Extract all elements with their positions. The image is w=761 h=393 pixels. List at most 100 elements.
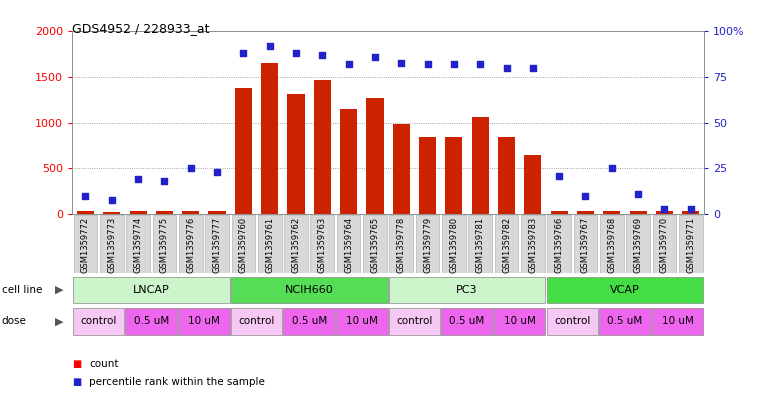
Text: GSM1359781: GSM1359781 [476, 217, 485, 273]
Bar [261, 62, 279, 214]
Text: ▶: ▶ [55, 285, 63, 295]
Point [158, 178, 170, 184]
Text: GSM1359780: GSM1359780 [450, 217, 458, 273]
Bar [129, 211, 147, 214]
Point [527, 65, 539, 71]
Text: GSM1359767: GSM1359767 [581, 217, 590, 273]
Bar [577, 211, 594, 214]
Text: PC3: PC3 [457, 285, 478, 295]
Text: 10 uM: 10 uM [661, 316, 693, 326]
Text: 0.5 uM: 0.5 uM [607, 316, 642, 326]
Text: GSM1359775: GSM1359775 [160, 217, 169, 273]
Text: GSM1359779: GSM1359779 [423, 217, 432, 273]
FancyBboxPatch shape [179, 215, 202, 273]
Text: 0.5 uM: 0.5 uM [450, 316, 485, 326]
Text: 0.5 uM: 0.5 uM [291, 316, 326, 326]
Point [263, 43, 275, 49]
Text: NCIH660: NCIH660 [285, 285, 333, 295]
Text: GSM1359778: GSM1359778 [396, 217, 406, 273]
Point [579, 193, 591, 199]
Text: GSM1359766: GSM1359766 [555, 217, 564, 273]
Text: GSM1359765: GSM1359765 [371, 217, 380, 273]
Bar [182, 211, 199, 214]
Text: percentile rank within the sample: percentile rank within the sample [89, 377, 265, 387]
FancyBboxPatch shape [363, 215, 387, 273]
Bar [524, 155, 541, 214]
Point [422, 61, 434, 68]
Bar [156, 211, 173, 214]
FancyBboxPatch shape [178, 308, 230, 334]
Point [132, 176, 144, 183]
FancyBboxPatch shape [283, 308, 335, 334]
Point [447, 61, 460, 68]
Text: GSM1359777: GSM1359777 [212, 217, 221, 273]
Text: dose: dose [2, 316, 27, 326]
Point [79, 193, 91, 199]
Text: GSM1359782: GSM1359782 [502, 217, 511, 273]
Point [211, 169, 223, 175]
Text: 10 uM: 10 uM [504, 316, 536, 326]
Text: GSM1359763: GSM1359763 [318, 217, 326, 273]
Bar [419, 138, 436, 214]
FancyBboxPatch shape [390, 215, 413, 273]
Point [290, 50, 302, 57]
FancyBboxPatch shape [546, 277, 703, 303]
FancyBboxPatch shape [442, 215, 466, 273]
Text: ▶: ▶ [55, 316, 63, 326]
Bar [103, 212, 120, 214]
Bar [656, 211, 673, 214]
FancyBboxPatch shape [284, 215, 308, 273]
Point [632, 191, 645, 197]
Text: GSM1359768: GSM1359768 [607, 217, 616, 273]
FancyBboxPatch shape [310, 215, 334, 273]
Text: 0.5 uM: 0.5 uM [134, 316, 169, 326]
FancyBboxPatch shape [546, 308, 598, 334]
Text: cell line: cell line [2, 285, 42, 295]
Text: GSM1359764: GSM1359764 [344, 217, 353, 273]
Text: GDS4952 / 228933_at: GDS4952 / 228933_at [72, 22, 210, 35]
FancyBboxPatch shape [441, 308, 493, 334]
FancyBboxPatch shape [73, 277, 230, 303]
Text: GSM1359772: GSM1359772 [81, 217, 90, 273]
FancyBboxPatch shape [336, 308, 387, 334]
Point [106, 196, 118, 203]
Text: ■: ■ [72, 377, 81, 387]
Point [342, 61, 355, 68]
Text: VCAP: VCAP [610, 285, 640, 295]
Text: ■: ■ [72, 358, 81, 369]
FancyBboxPatch shape [574, 215, 597, 273]
FancyBboxPatch shape [389, 277, 546, 303]
Bar [472, 118, 489, 214]
Bar [366, 98, 384, 214]
FancyBboxPatch shape [337, 215, 361, 273]
FancyBboxPatch shape [653, 215, 677, 273]
Text: 10 uM: 10 uM [188, 316, 220, 326]
Text: control: control [238, 316, 275, 326]
Point [501, 65, 513, 71]
Point [553, 173, 565, 179]
Bar [77, 211, 94, 214]
Bar [629, 211, 647, 214]
FancyBboxPatch shape [494, 308, 546, 334]
Text: GSM1359774: GSM1359774 [134, 217, 142, 273]
FancyBboxPatch shape [100, 215, 123, 273]
Text: GSM1359776: GSM1359776 [186, 217, 196, 273]
FancyBboxPatch shape [126, 215, 150, 273]
FancyBboxPatch shape [73, 308, 124, 334]
Bar [314, 80, 331, 214]
Point [474, 61, 486, 68]
FancyBboxPatch shape [679, 215, 702, 273]
FancyBboxPatch shape [126, 308, 177, 334]
FancyBboxPatch shape [205, 215, 229, 273]
Bar [288, 94, 304, 214]
Text: GSM1359771: GSM1359771 [686, 217, 696, 273]
FancyBboxPatch shape [231, 308, 282, 334]
Bar [340, 109, 357, 214]
Bar [445, 137, 463, 214]
Text: GSM1359783: GSM1359783 [528, 217, 537, 273]
Point [185, 165, 197, 172]
Bar [551, 211, 568, 214]
Bar [603, 211, 620, 214]
Text: GSM1359761: GSM1359761 [265, 217, 274, 273]
FancyBboxPatch shape [495, 215, 518, 273]
